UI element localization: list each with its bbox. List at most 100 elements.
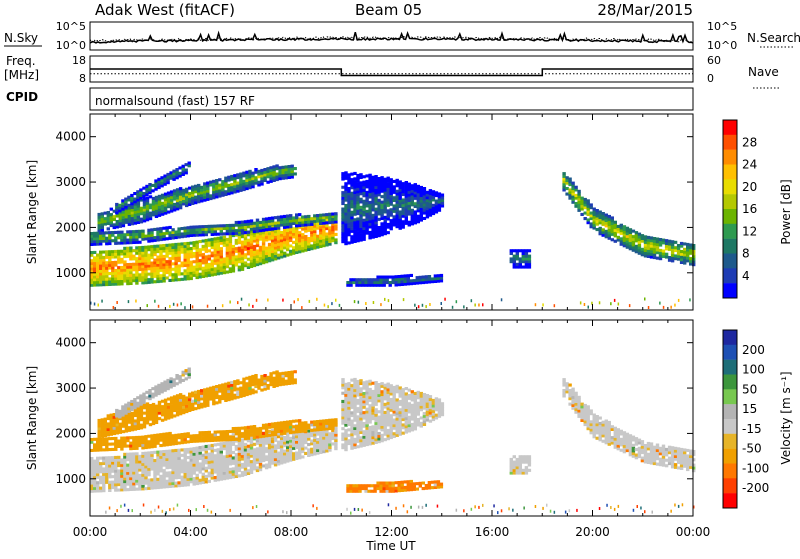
echo-cell	[260, 180, 263, 183]
echo-cell	[119, 423, 122, 426]
echo-cell	[322, 434, 325, 437]
echo-cell	[141, 438, 144, 441]
echo-cell	[184, 242, 187, 245]
echo-cell	[159, 266, 162, 269]
echo-cell	[196, 449, 199, 452]
echo-cell	[149, 214, 152, 217]
echo-cell	[262, 440, 265, 443]
echo-cell	[269, 372, 272, 375]
echo-cell	[220, 436, 223, 439]
echo-cell	[193, 458, 196, 461]
echo-cell	[120, 233, 123, 236]
echo-cell	[253, 264, 256, 267]
echo-cell	[168, 435, 171, 438]
echo-cell	[257, 170, 260, 173]
echo-cell	[220, 445, 223, 448]
noise-speck	[554, 304, 556, 307]
echo-cell	[371, 219, 374, 222]
echo-cell	[286, 438, 289, 441]
echo-cell	[194, 201, 197, 204]
echo-cell	[170, 190, 173, 193]
echo-cell	[135, 276, 138, 279]
echo-cell	[236, 396, 239, 399]
echo-cell	[181, 433, 184, 436]
echo-cell	[96, 465, 99, 468]
echo-cell	[441, 194, 444, 197]
echo-cell	[169, 377, 172, 380]
echo-cell	[141, 471, 144, 474]
echo-cell	[122, 221, 125, 224]
echo-cell	[380, 233, 383, 236]
echo-cell	[356, 223, 359, 226]
echo-cell	[248, 387, 251, 390]
echo-cell	[398, 283, 401, 286]
echo-cell	[356, 234, 359, 237]
echo-cell	[280, 437, 283, 440]
echo-cell	[359, 214, 362, 217]
echo-cell	[184, 478, 187, 481]
echo-cell	[190, 450, 193, 453]
echo-cell	[194, 399, 197, 402]
echo-cell	[259, 435, 262, 438]
echo-cell	[253, 454, 256, 457]
echo-cell	[146, 202, 149, 205]
echo-cell	[390, 195, 393, 198]
echo-cell	[265, 255, 268, 258]
echo-cell	[150, 248, 153, 251]
echo-cell	[153, 250, 156, 253]
echo-cell	[650, 245, 653, 248]
echo-cell	[319, 432, 322, 435]
echo-cell	[387, 182, 390, 185]
echo-cell	[341, 229, 344, 232]
echo-cell	[160, 382, 163, 385]
echo-cell	[358, 284, 361, 287]
echo-cell	[223, 472, 226, 475]
echo-cell	[310, 440, 313, 443]
echo-cell	[211, 449, 214, 452]
echo-cell	[185, 196, 188, 199]
echo-cell	[347, 228, 350, 231]
echo-cell	[171, 466, 174, 469]
echo-cell	[90, 237, 93, 240]
echo-cell	[417, 188, 420, 191]
echo-cell	[322, 231, 325, 234]
echo-cell	[182, 379, 185, 382]
echo-cell	[350, 211, 353, 214]
echo-cell	[129, 279, 132, 282]
echo-cell	[131, 426, 134, 429]
echo-cell	[653, 240, 656, 243]
echo-cell	[232, 433, 235, 436]
echo-cell	[256, 249, 259, 252]
echo-cell	[102, 280, 105, 283]
echo-cell	[126, 445, 129, 448]
echo-cell	[263, 379, 266, 382]
echo-cell	[227, 395, 230, 398]
echo-cell	[118, 415, 121, 418]
echo-cell	[184, 232, 187, 235]
echo-cell	[367, 281, 370, 284]
echo-cell	[405, 197, 408, 200]
echo-cell	[250, 262, 253, 265]
echo-cell	[325, 241, 328, 244]
echo-cell	[104, 223, 107, 226]
echo-cell	[596, 212, 599, 215]
echo-cell	[199, 452, 202, 455]
echo-cell	[280, 432, 283, 435]
echo-cell	[90, 232, 93, 235]
echo-cell	[638, 241, 641, 244]
echo-cell	[562, 186, 565, 189]
echo-cell	[414, 194, 417, 197]
echo-cell	[117, 253, 120, 256]
noise-speck	[248, 303, 250, 306]
echo-cell	[137, 210, 140, 213]
echo-cell	[188, 198, 191, 201]
echo-cell	[248, 381, 251, 384]
echo-cell	[377, 204, 380, 207]
echo-cell	[242, 378, 245, 381]
echo-cell	[162, 255, 165, 258]
echo-cell	[135, 263, 138, 266]
echo-cell	[229, 476, 232, 479]
echo-cell	[350, 384, 353, 387]
echo-cell	[310, 220, 313, 223]
echo-cell	[420, 186, 423, 189]
